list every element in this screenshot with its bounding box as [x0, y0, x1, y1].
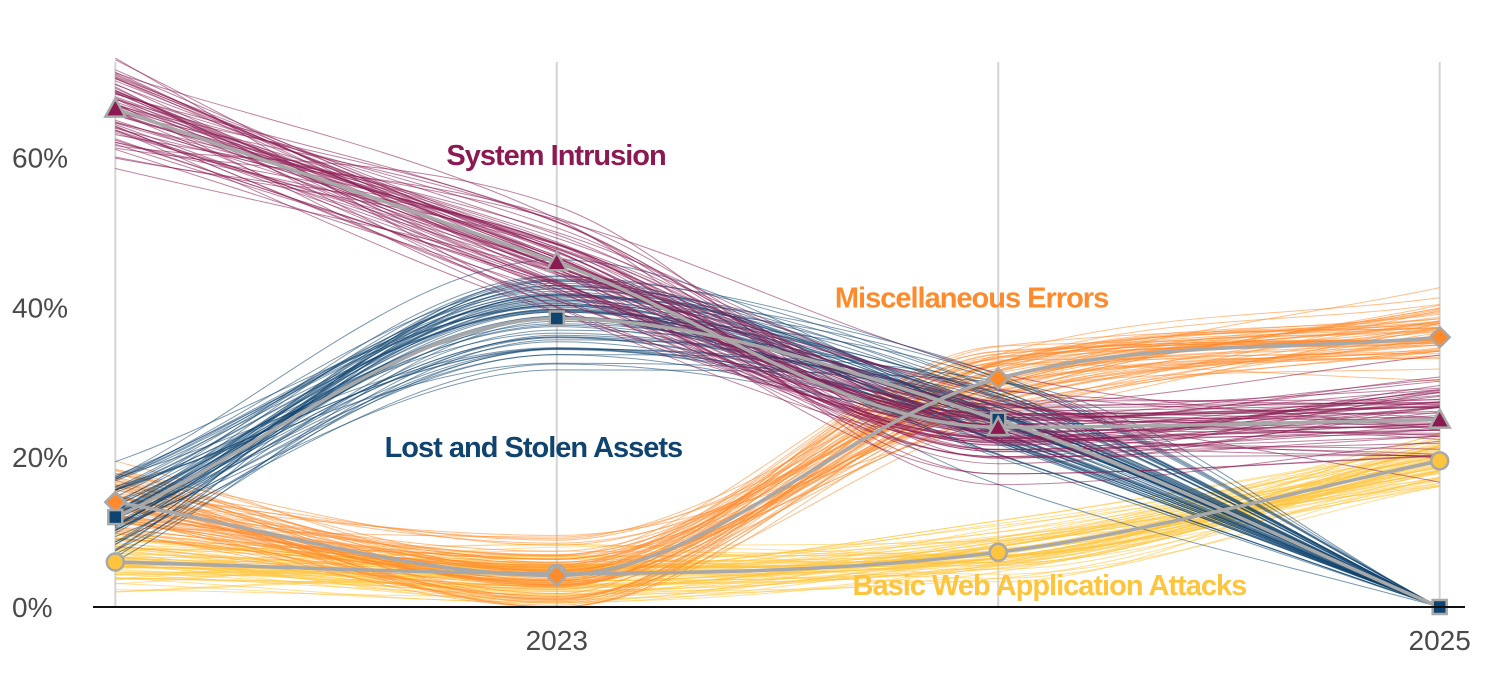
marker-0-1: [544, 249, 569, 272]
marker-3-2: [988, 542, 1008, 563]
y-tick-20: 20%: [12, 442, 68, 473]
mean-line-2: [115, 335, 1440, 578]
ensemble-line: [115, 320, 1440, 575]
ensemble-line: [115, 74, 1440, 483]
series-label-system-intrusion: System Intrusion: [446, 140, 665, 172]
ensemble-line: [115, 147, 1440, 428]
series-label-basic-web-application-attacks: Basic Web Application Attacks: [853, 570, 1247, 602]
ensemble-line: [115, 350, 1440, 552]
series-label-miscellaneous-errors: Miscellaneous Errors: [835, 282, 1108, 314]
marker-2-3: [1427, 325, 1452, 350]
ensemble-line: [115, 349, 1440, 540]
ensemble-line: [115, 321, 1440, 602]
ensemble-line: [115, 312, 1440, 560]
ensemble-line: [115, 129, 1440, 420]
ensemble-line: [115, 90, 1440, 405]
ensemble-line: [115, 138, 1440, 458]
ensemble-line: [115, 299, 1440, 608]
ensemble-line: [115, 72, 1440, 486]
ensemble-line: [115, 322, 1440, 580]
mean-line-0: [114, 107, 1440, 429]
ensemble-line: [115, 104, 1440, 439]
ensemble-line: [115, 304, 1440, 577]
ensemble-line: [115, 92, 1440, 459]
ensemble-lines: [115, 57, 1440, 608]
ensemble-2: [115, 287, 1440, 608]
marker-0-0: [103, 96, 128, 118]
ensemble-line: [115, 316, 1440, 584]
marker-0-3: [1427, 407, 1452, 429]
marker-2-1: [545, 563, 569, 588]
y-tick-40: 40%: [12, 292, 68, 323]
ensemble-line: [115, 358, 1440, 568]
ensemble-line: [115, 470, 1440, 601]
x-tick-2023: 2023: [526, 625, 588, 656]
ensemble-line: [115, 331, 1440, 544]
marker-3-0: [105, 552, 126, 572]
marker-1-0: [107, 508, 124, 526]
y-tick-0: 0%: [12, 592, 52, 623]
mean-line-3: [115, 459, 1441, 576]
series-label-lost-and-stolen-assets: Lost and Stolen Assets: [385, 432, 683, 464]
ensemble-line: [115, 305, 1440, 608]
x-tick-labels: 2023 2025: [526, 625, 1471, 656]
data-markers: [103, 96, 1452, 616]
ensemble-line: [115, 125, 1440, 424]
ensemble-line: [115, 90, 1440, 458]
ensemble-line: [115, 126, 1440, 433]
ensemble-line: [115, 284, 1440, 608]
ensemble-line: [115, 98, 1440, 408]
marker-1-1: [548, 310, 566, 327]
ensemble-line: [115, 338, 1440, 567]
ensemble-line: [115, 132, 1440, 428]
marker-2-2: [986, 366, 1010, 391]
ensemble-line: [115, 329, 1440, 608]
ensemble-line: [115, 336, 1440, 608]
ensemble-line: [115, 92, 1440, 409]
mean-lines: [114, 107, 1441, 609]
ensemble-line: [115, 57, 1440, 450]
marker-3-3: [1429, 451, 1450, 471]
marker-0-2: [986, 414, 1011, 437]
y-tick-60: 60%: [12, 142, 68, 173]
mean-line-1: [114, 316, 1441, 609]
ensemble-line: [115, 326, 1440, 601]
series-labels: System Intrusion Lost and Stolen Assets …: [385, 140, 1248, 602]
ensemble-line: [115, 297, 1440, 563]
ensemble-line: [115, 327, 1440, 580]
ensemble-line: [115, 446, 1440, 573]
ensemble-line: [115, 157, 1440, 475]
x-tick-2025: 2025: [1409, 625, 1471, 656]
y-tick-labels: 0% 20% 40% 60%: [12, 142, 68, 623]
ensemble-line: [115, 78, 1440, 440]
